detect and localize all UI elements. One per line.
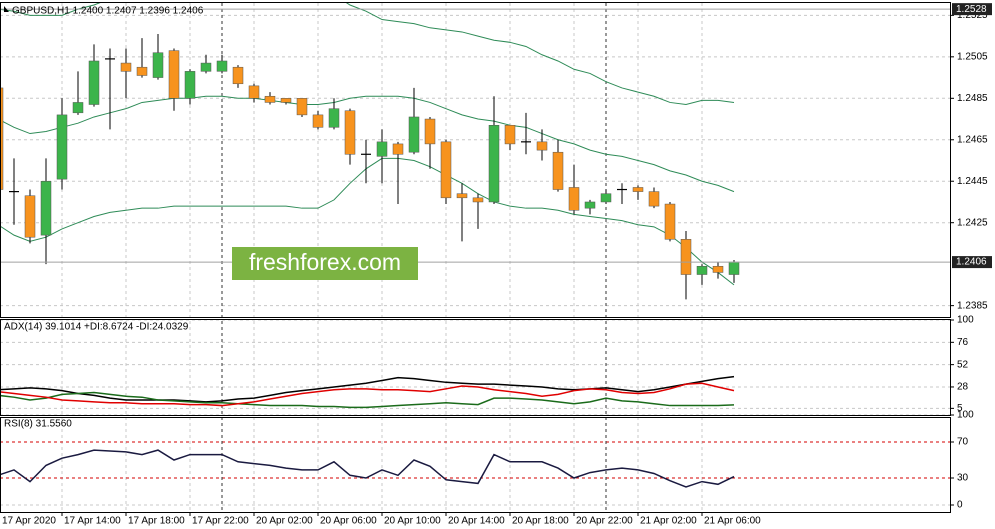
y-tick-label: 70 [957, 437, 969, 448]
y-tick-label: 1.2525 [957, 10, 988, 21]
band-line [0, 3, 735, 106]
rsi-title: RSI(8) 31.5560 [4, 419, 72, 430]
candle-body [296, 98, 308, 116]
axis-layer: 17 Apr 2020 17 Apr 14:00 17 Apr 18:00 17 Ap… [2, 3, 992, 527]
candle-body [200, 62, 212, 72]
candle-body [536, 141, 548, 151]
x-tick-label: 17 Apr 2020 [2, 516, 56, 527]
y-tick-label: 76 [957, 337, 969, 348]
candle-body [376, 141, 388, 157]
y-tick-label: 1.2485 [957, 93, 988, 104]
candle-body [472, 197, 484, 203]
candle-body [216, 60, 228, 72]
indicator-line [0, 375, 735, 403]
candle-body [552, 151, 564, 190]
y-tick-label: 100 [957, 315, 974, 326]
x-tick-label: 20 Apr 02:00 [256, 516, 313, 527]
x-tick-label: 20 Apr 10:00 [384, 516, 441, 527]
candle-body [248, 85, 260, 99]
high-marker-box [952, 3, 992, 16]
candle-body [488, 125, 500, 203]
price-plot [0, 3, 740, 300]
candle-body [152, 52, 164, 78]
candle-body [408, 116, 420, 153]
band-line [0, 95, 735, 193]
candle-body [24, 195, 36, 238]
x-tick-label: 20 Apr 06:00 [320, 516, 377, 527]
x-tick-label: 17 Apr 22:00 [192, 516, 249, 527]
price-title: GBPUSD,H1 1.2400 1.2407 1.2396 1.2406 [12, 6, 204, 17]
y-tick-label: 1.2385 [957, 300, 988, 311]
candle-body [632, 187, 644, 192]
candle-body [392, 143, 404, 155]
candle-body [168, 50, 180, 99]
symbol-icon [4, 6, 9, 12]
indicator-line [0, 382, 735, 407]
candle-body [456, 193, 468, 199]
candle-body [440, 141, 452, 199]
candle-body [648, 191, 660, 207]
x-tick-label: 17 Apr 18:00 [128, 516, 185, 527]
y-tick-label: 30 [957, 473, 969, 484]
candle-body [88, 60, 100, 105]
candle-body [680, 239, 692, 275]
candle-body [184, 71, 196, 99]
x-tick-label: 20 Apr 14:00 [448, 516, 505, 527]
candle-body [280, 98, 292, 103]
y-tick-label: 0 [957, 500, 963, 511]
x-tick-label: 17 Apr 14:00 [64, 516, 121, 527]
candle-body [264, 95, 276, 103]
candle-body [568, 187, 580, 211]
y-tick-label: 1.2445 [957, 176, 988, 187]
candle-body [424, 118, 436, 145]
candle-body [136, 66, 148, 76]
current-price-label: 1.2406 [956, 257, 987, 268]
candle-body [504, 125, 516, 145]
y-tick-label: 5 [957, 403, 963, 414]
candle-body [696, 265, 708, 275]
adx-panel-frame [0, 319, 951, 416]
candle-body [584, 201, 596, 209]
indicator-line [0, 449, 735, 488]
y-tick-label: 1.2505 [957, 51, 988, 62]
plot-layer [0, 3, 950, 488]
candle-body [0, 87, 4, 190]
rsi-panel-frame [0, 417, 951, 513]
current-price-box [952, 256, 992, 269]
y-tick-label: 52 [957, 359, 969, 370]
y-tick-label: 28 [957, 382, 969, 393]
candle-body [232, 66, 244, 85]
y-tick-label: 1.2425 [957, 217, 988, 228]
candle-body [712, 265, 724, 273]
candle-body [728, 261, 740, 275]
candle-body [344, 110, 356, 155]
y-tick-label: 1.2465 [957, 134, 988, 145]
high-marker-label: 1.2528 [956, 4, 987, 15]
candle-body [600, 193, 612, 203]
candle-body [56, 114, 68, 180]
indicator-line [0, 391, 735, 409]
candle-body [664, 203, 676, 240]
candle-body [40, 180, 52, 236]
candle-body [328, 108, 340, 128]
candle-body [72, 102, 84, 114]
candle-body [312, 114, 324, 128]
x-tick-label: 21 Apr 06:00 [704, 516, 761, 527]
y-tick-label: 100 [957, 410, 974, 421]
watermark-box [232, 247, 418, 280]
price-panel-frame [0, 2, 951, 318]
adx-title: ADX(14) 39.1014 +DI:8.6724 -DI:24.0329 [4, 322, 189, 333]
x-tick-label: 20 Apr 22:00 [576, 516, 633, 527]
watermark: freshforex.com [249, 249, 401, 275]
x-tick-label: 21 Apr 02:00 [640, 516, 697, 527]
x-tick-label: 20 Apr 18:00 [512, 516, 569, 527]
candle-body [120, 62, 132, 72]
